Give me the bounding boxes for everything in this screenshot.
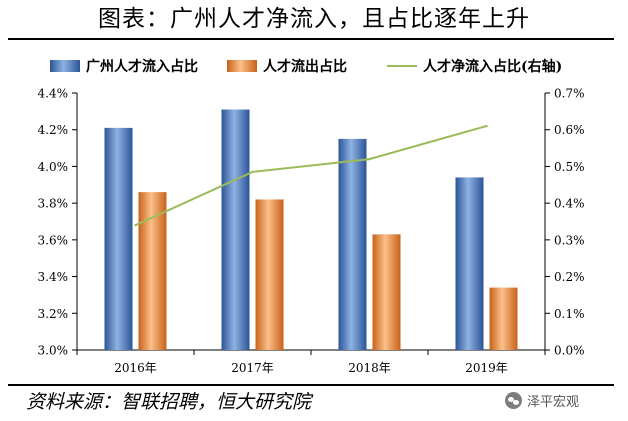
x-tick-label: 2018年 bbox=[348, 361, 391, 375]
bar-outflow bbox=[372, 234, 401, 350]
x-tick-label: 2016年 bbox=[114, 361, 157, 375]
x-tick-label: 2017年 bbox=[231, 361, 274, 375]
legend-label: 人才净流入占比(右轴) bbox=[423, 58, 562, 75]
left-tick-label: 4.2% bbox=[38, 123, 69, 137]
right-tick-label: 0.2% bbox=[554, 270, 585, 284]
legend-label: 人才流出占比 bbox=[263, 58, 347, 75]
watermark-label: 泽平宏观 bbox=[527, 394, 580, 410]
left-tick-label: 4.0% bbox=[38, 160, 69, 174]
net-inflow-point bbox=[485, 124, 488, 128]
top-rule bbox=[8, 38, 614, 40]
right-tick-label: 0.0% bbox=[554, 344, 585, 358]
net-inflow-line bbox=[135, 125, 487, 227]
right-tick-label: 0.4% bbox=[554, 197, 585, 211]
x-tick-label: 2019年 bbox=[465, 361, 508, 375]
bar-outflow bbox=[489, 287, 518, 350]
left-tick-label: 3.8% bbox=[38, 197, 69, 211]
left-tick-label: 3.2% bbox=[38, 307, 69, 321]
right-tick-label: 0.5% bbox=[554, 160, 585, 174]
bar-inflow bbox=[455, 177, 484, 350]
legend-swatch bbox=[50, 60, 80, 72]
left-tick-label: 3.4% bbox=[38, 270, 69, 284]
net-inflow-point bbox=[368, 157, 371, 161]
left-tick-label: 3.0% bbox=[38, 344, 69, 358]
left-tick-label: 3.6% bbox=[38, 233, 69, 247]
bottom-rule bbox=[8, 384, 614, 386]
bars bbox=[104, 109, 518, 351]
legend: 广州人才流入占比 人才流出占比 人才净流入占比(右轴) bbox=[50, 58, 562, 75]
bar-outflow bbox=[138, 192, 167, 350]
bar-outflow bbox=[255, 199, 284, 350]
tick-labels: 3.0% 3.2% 3.4% 3.6% 3.8% 4.0% 4.2% 4.4% 0.0% 0.1%… bbox=[38, 87, 585, 376]
right-tick-label: 0.3% bbox=[554, 233, 585, 247]
net-inflow-point bbox=[134, 223, 137, 227]
net-inflow-point bbox=[251, 170, 254, 174]
bar-inflow bbox=[104, 127, 133, 350]
watermark: 泽平宏观 bbox=[505, 386, 579, 414]
right-tick-label: 0.7% bbox=[554, 87, 585, 101]
bar-inflow bbox=[338, 138, 367, 350]
left-tick-label: 4.4% bbox=[38, 87, 69, 101]
legend-swatch bbox=[227, 60, 257, 72]
lines bbox=[134, 124, 488, 227]
right-tick-label: 0.1% bbox=[554, 307, 585, 321]
wechat-icon bbox=[505, 391, 522, 409]
legend-label: 广州人才流入占比 bbox=[86, 58, 198, 75]
source-note: 资料来源：智联招聘，恒大研究院 bbox=[26, 391, 312, 413]
right-tick-label: 0.6% bbox=[554, 123, 585, 137]
bar-inflow bbox=[221, 109, 250, 351]
figure-title: 图表：广州人才净流入，且占比逐年上升 bbox=[98, 6, 530, 32]
